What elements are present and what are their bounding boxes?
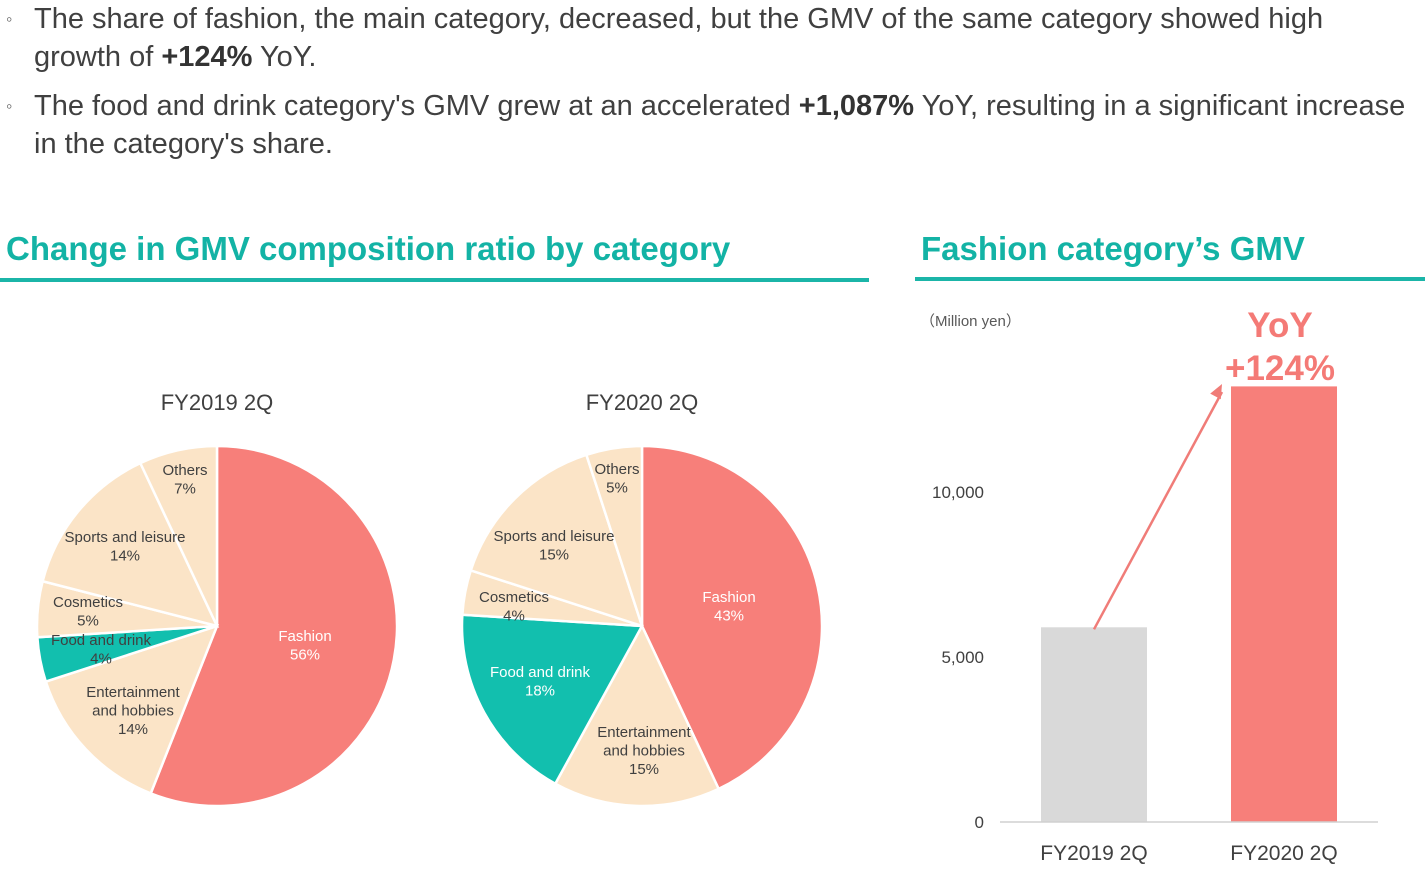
- growth-arrow-head: [1210, 384, 1222, 400]
- pie-label-value: 5%: [606, 480, 628, 497]
- pie-chart-fy2019-2q: FY2019 2Q Fashion 56% Entertainment and hobb…: [35, 390, 399, 808]
- composition-section-rule: [0, 278, 869, 282]
- yoy-annotation-label: YoY: [1247, 306, 1312, 345]
- pie-label-value: 5%: [77, 613, 99, 630]
- pie-label-entertainment-and-hobbies: Entertainment and hobbies 14%: [86, 684, 180, 738]
- yoy-annotation-value: +124%: [1225, 349, 1335, 388]
- bullet-text: The food and drink category's GMV grew a…: [34, 90, 1406, 160]
- bar-fy2019-2q: [1041, 627, 1147, 822]
- pie-label-cosmetics: Cosmetics 5%: [53, 594, 123, 630]
- fashion-gmv-section-title: Fashion category’s GMV: [921, 230, 1305, 267]
- pie-chart-fy2020-2q: FY2020 2Q Fashion 43% Entertainment and hobb…: [460, 390, 824, 808]
- pie-label-text: Cosmetics: [479, 589, 549, 606]
- x-tick-label: FY2019 2Q: [1040, 842, 1147, 865]
- pie-label-text: Sports and leisure: [494, 528, 615, 545]
- pie-label-text: Fashion: [702, 589, 755, 606]
- pie-slice-fashion: [149, 444, 399, 808]
- pie-slice-fashion: [640, 444, 824, 791]
- pie-label-text: Others: [162, 462, 207, 479]
- pie-title: FY2019 2Q: [161, 390, 274, 415]
- bar-chart-fashion-gmv: （Million yen） 0 5,000 10,000 FY2019 2Q FY2020…: [920, 306, 1378, 865]
- pie-slice-entertainment-and-hobbies: [553, 623, 721, 808]
- pie-label-value: 14%: [110, 548, 140, 565]
- pie-label-value: 18%: [525, 683, 555, 700]
- pie-label-text: Others: [594, 461, 639, 478]
- pie-title: FY2020 2Q: [586, 390, 699, 415]
- pie-label-food-and-drink: Food and drink 4%: [51, 632, 152, 668]
- pie-label-sports-and-leisure: Sports and leisure 15%: [494, 528, 615, 564]
- pie-label-cosmetics: Cosmetics 4%: [479, 589, 549, 625]
- pie-slice-others: [138, 444, 219, 627]
- pie-label-food-and-drink: Food and drink 18%: [490, 664, 591, 700]
- pie-label-entertainment-and-hobbies: Entertainment and hobbies 15%: [597, 724, 691, 778]
- pie-label-text: Food and drink: [51, 632, 152, 649]
- pie-label-text: and hobbies: [603, 743, 685, 760]
- bar-fy2020-2q: [1231, 386, 1337, 822]
- pie-label-text: Food and drink: [490, 664, 591, 681]
- pie-slice-others: [584, 444, 644, 627]
- pie-label-value: 56%: [290, 647, 320, 664]
- pie-label-value: 7%: [174, 481, 196, 498]
- pie-label-text: Entertainment: [597, 724, 691, 741]
- x-tick-label: FY2020 2Q: [1230, 842, 1337, 865]
- y-tick-label: 5,000: [941, 648, 984, 667]
- pie-label-others: Others 7%: [162, 462, 207, 498]
- y-tick-label: 10,000: [932, 483, 984, 502]
- pie-label-text: Cosmetics: [53, 594, 123, 611]
- y-tick-label: 0: [975, 813, 984, 832]
- bar-unit-label: （Million yen）: [920, 313, 1021, 330]
- bullet-mark: ◦: [6, 9, 13, 29]
- pie-label-value: 14%: [118, 721, 148, 738]
- pie-label-others: Others 5%: [594, 461, 639, 497]
- bullet-mark: ◦: [6, 96, 13, 116]
- pie-label-sports-and-leisure: Sports and leisure 14%: [65, 529, 186, 565]
- growth-arrow-line: [1092, 391, 1224, 630]
- pie-label-value: 4%: [503, 608, 525, 625]
- pie-label-text: Fashion: [278, 628, 331, 645]
- bullet-highlight: +1,087%: [798, 90, 915, 122]
- bullet-text: The share of fashion, the main category,…: [34, 3, 1324, 73]
- pie-label-value: 15%: [629, 761, 659, 778]
- bullet-highlight: +124%: [161, 41, 253, 73]
- pie-slice-food-and-drink: [460, 613, 645, 786]
- pie-label-text: Sports and leisure: [65, 529, 186, 546]
- pie-label-text: Entertainment: [86, 684, 180, 701]
- pie-label-value: 4%: [90, 651, 112, 668]
- pie-slice-sports-and-leisure: [41, 461, 220, 628]
- pie-label-text: and hobbies: [92, 703, 174, 720]
- composition-section-title: Change in GMV composition ratio by categ…: [6, 230, 731, 267]
- fashion-gmv-section-rule: [915, 277, 1425, 281]
- pie-label-value: 15%: [539, 547, 569, 564]
- pie-label-value: 43%: [714, 608, 744, 625]
- pie-label-fashion: Fashion 43%: [702, 589, 755, 625]
- pie-label-fashion: Fashion 56%: [278, 628, 331, 664]
